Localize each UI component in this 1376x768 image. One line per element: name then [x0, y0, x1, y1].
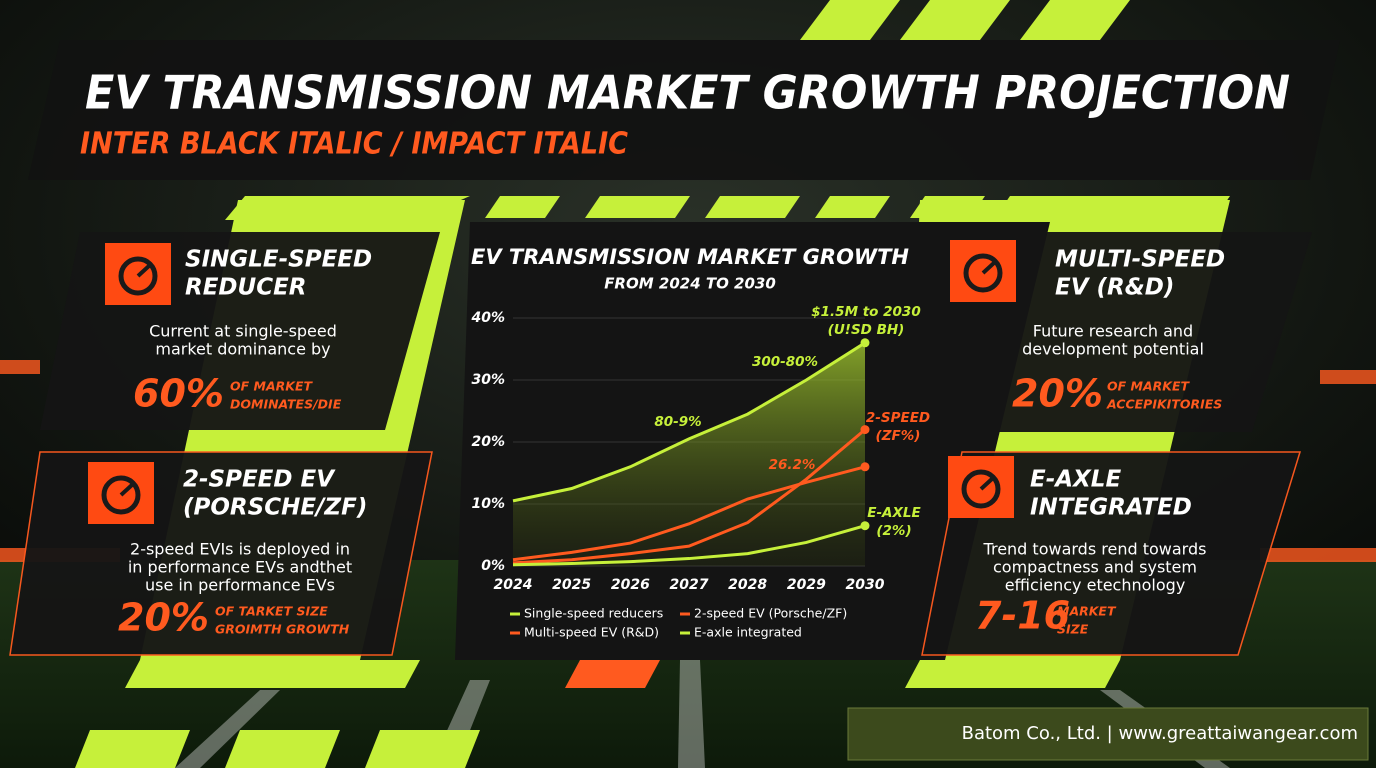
annotation: (2%)	[876, 523, 911, 539]
panel-body: efficiency etechnology	[1005, 576, 1186, 595]
panel-title: MULTI-SPEED	[1055, 247, 1225, 273]
panel-title: INTEGRATED	[1030, 495, 1192, 521]
x-tick-label: 2029	[787, 577, 826, 593]
chart: EV TRANSMISSION MARKET GROWTH FROM 2024 T…	[470, 245, 930, 640]
chart-subtitle: FROM 2024 TO 2030	[604, 275, 776, 293]
x-tick-label: 2024	[494, 577, 533, 593]
y-tick-label: 30%	[471, 372, 505, 388]
chart-title: EV TRANSMISSION MARKET GROWTH	[471, 245, 909, 269]
annotation: 2-SPEED	[866, 410, 930, 426]
panel-stat-label: GROIMTH GROWTH	[215, 622, 350, 637]
panel-body: 2-speed EVIs is deployed in	[130, 540, 350, 559]
panel-body: compactness and system	[993, 558, 1197, 577]
panel-icon	[961, 469, 1001, 509]
title: EV TRANSMISSION MARKET GROWTH PROJECTION	[85, 66, 1290, 120]
legend-label: Single-speed reducers	[524, 606, 663, 621]
panel-icon	[981, 260, 997, 275]
stripe-accent	[565, 660, 660, 688]
panel-icon	[963, 253, 1003, 293]
panel-title: 2-SPEED EV	[183, 467, 336, 493]
y-tick-label: 0%	[481, 558, 505, 574]
annotation: (U!SD BH)	[828, 322, 905, 338]
panel-icon	[101, 475, 141, 515]
panel-stat-label: DOMINATES/DIE	[230, 397, 342, 412]
end-marker	[860, 521, 870, 531]
series-line	[512, 341, 866, 503]
annotation: $1.5M to 2030	[811, 304, 920, 320]
panel-stat-label: OF MARKET	[1107, 379, 1190, 394]
end-marker	[860, 338, 870, 348]
x-tick-label: 2025	[552, 577, 591, 593]
panel-body: Trend towards rend towards	[983, 540, 1207, 559]
panel-body: use in performance EVs	[145, 576, 335, 595]
panel-title: (PORSCHE/ZF)	[183, 495, 367, 521]
end-marker	[860, 462, 870, 472]
panel-box	[921, 451, 1302, 656]
y-tick-label: 10%	[471, 496, 505, 512]
panel-stat-label: OF TARKET SIZE	[215, 604, 328, 619]
panel-icon	[136, 263, 152, 278]
annotation: (ZF%)	[876, 428, 921, 444]
panel-stat: 20%	[1012, 372, 1103, 416]
panel-icon	[979, 476, 995, 491]
panel-title: EV (R&D)	[1055, 275, 1174, 301]
panel-stat: 7-16	[975, 594, 1070, 638]
panel-body: market dominance by	[155, 340, 330, 359]
x-tick-label: 2028	[728, 577, 767, 593]
panel-stat-label: MARKET	[1057, 604, 1117, 619]
x-tick-label: 2030	[846, 577, 885, 593]
panel-body: Future research and	[1033, 322, 1193, 341]
panel-body: in performance EVs andthet	[128, 558, 352, 577]
panel-stat-label: ACCEPIKITORIES	[1106, 397, 1222, 412]
subtitle: INTER BLACK ITALIC / IMPACT ITALIC	[80, 127, 628, 162]
panel-body: Current at single-speed	[149, 322, 337, 341]
panel-stat: 60%	[133, 372, 224, 416]
annotation: 80-9%	[654, 414, 701, 430]
panel-stat-label: OF MARKET	[230, 379, 313, 394]
panel-body: development potential	[1022, 340, 1204, 359]
panel-box	[945, 232, 1312, 432]
panel-stat: 20%	[118, 596, 209, 640]
annotation: 300-80%	[752, 354, 818, 370]
end-marker	[860, 425, 870, 435]
panel-title: SINGLE-SPEED	[185, 247, 372, 273]
y-tick-label: 40%	[470, 310, 505, 326]
annotation: 26.2%	[769, 457, 816, 473]
legend-label: 2-speed EV (Porsche/ZF)	[694, 606, 847, 621]
panel-title: REDUCER	[185, 275, 307, 301]
legend-label: E-axle integrated	[694, 625, 802, 640]
x-tick-label: 2027	[670, 577, 709, 593]
header-box	[28, 40, 1340, 180]
x-tick-label: 2026	[611, 577, 650, 593]
annotation: E-AXLE	[867, 505, 921, 521]
footer-box	[847, 707, 1369, 761]
y-tick-label: 20%	[471, 434, 505, 450]
panel-icon	[118, 256, 158, 296]
legend-label: Multi-speed EV (R&D)	[524, 625, 659, 640]
series-line	[512, 524, 866, 567]
series-line	[512, 428, 866, 565]
panel-stat-label: SIZE	[1057, 622, 1089, 637]
panel-icon	[119, 482, 135, 497]
panel-title: E-AXLE	[1030, 467, 1121, 493]
series-line	[512, 465, 866, 562]
footer: Batom Co., Ltd. | www.greattaiwangear.co…	[962, 723, 1358, 744]
